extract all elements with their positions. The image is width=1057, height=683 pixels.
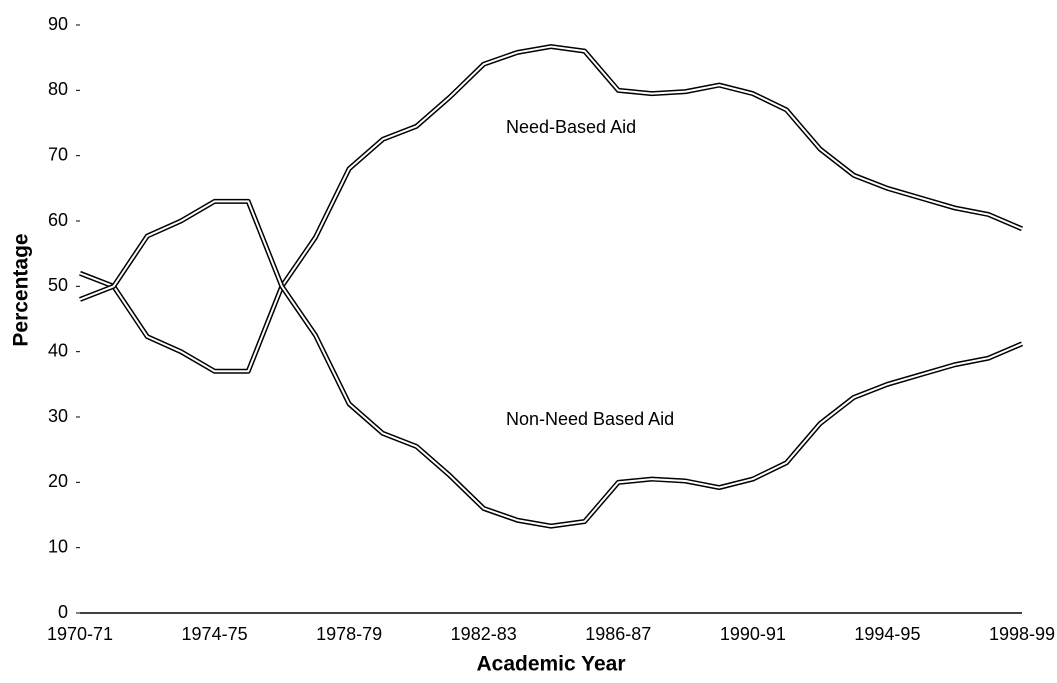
- y-tick-label: 90: [48, 14, 68, 34]
- x-tick-label: 1994-95: [854, 624, 920, 644]
- x-tick-label: 1974-75: [182, 624, 248, 644]
- x-tick-label: 1986-87: [585, 624, 651, 644]
- line-outline: [79, 44, 1023, 374]
- y-tick-label: 40: [48, 340, 68, 360]
- y-tick-label: 80: [48, 79, 68, 99]
- x-tick-label: 1998-99: [989, 624, 1055, 644]
- x-axis-title: Academic Year: [476, 653, 625, 676]
- series-annotation: Non-Need Based Aid: [506, 409, 674, 429]
- y-axis-title: Percentage: [10, 233, 33, 346]
- y-tick-label: 30: [48, 406, 68, 426]
- y-tick-label: 20: [48, 471, 68, 491]
- y-tick-label: 70: [48, 144, 68, 164]
- line-core: [79, 200, 1023, 528]
- line-core: [79, 45, 1023, 373]
- x-tick-label: 1970-71: [47, 624, 113, 644]
- y-tick-label: 10: [48, 536, 68, 556]
- y-tick-label: 0: [58, 602, 68, 622]
- series-annotation: Need-Based Aid: [506, 117, 636, 137]
- y-tick-label: 60: [48, 210, 68, 230]
- line-outline: [79, 198, 1023, 529]
- x-tick-label: 1990-91: [720, 624, 786, 644]
- x-tick-label: 1978-79: [316, 624, 382, 644]
- x-tick-label: 1982-83: [451, 624, 517, 644]
- y-tick-label: 50: [48, 275, 68, 295]
